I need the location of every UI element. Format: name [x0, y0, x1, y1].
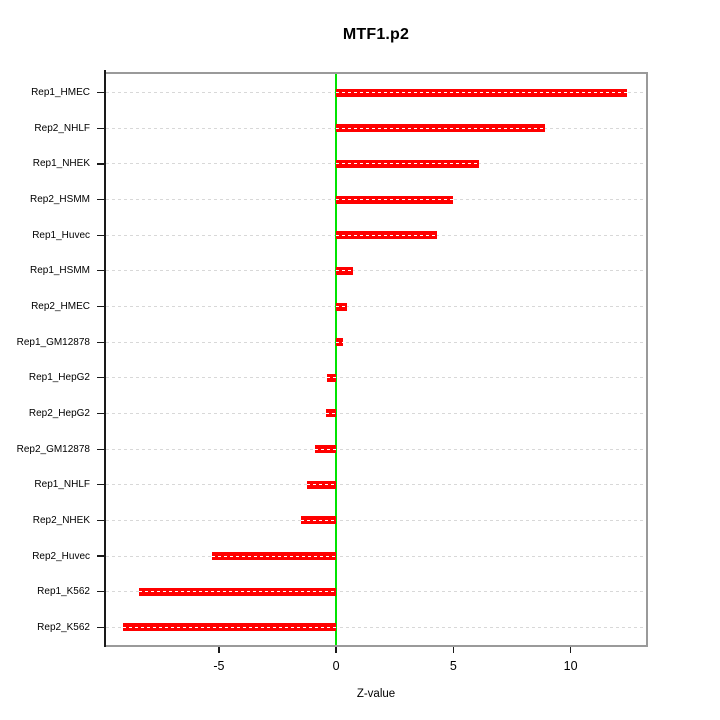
bar-grid-dash	[336, 127, 545, 129]
gridline	[106, 448, 646, 450]
x-axis-tick	[335, 647, 337, 653]
y-axis-tick	[97, 412, 104, 415]
category-label: Rep2_HMEC	[31, 301, 90, 313]
bar-grid-dash	[336, 270, 353, 272]
bar-grid-dash	[336, 92, 627, 94]
bar-grid-dash	[325, 412, 337, 414]
category-label: Rep2_Huvec	[32, 550, 90, 562]
gridline	[106, 519, 646, 521]
y-axis-tick	[97, 127, 104, 129]
x-tick-label: 10	[563, 659, 578, 673]
y-axis-tick	[97, 305, 104, 308]
bar-grid-dash	[336, 341, 344, 343]
bar-grid-dash	[326, 377, 337, 379]
y-axis-tick	[97, 92, 104, 94]
y-axis-tick	[97, 377, 104, 379]
y-axis-tick	[97, 270, 104, 272]
gridline	[106, 555, 646, 557]
category-label: Rep1_GM12878	[16, 336, 90, 348]
x-tick-label: 5	[449, 659, 457, 673]
x-axis-title: Z-value	[356, 688, 396, 700]
category-label: Rep1_HSMM	[29, 265, 90, 277]
plot-border-bottom	[104, 645, 648, 647]
gridline	[106, 591, 646, 593]
plot-border-right	[646, 72, 648, 647]
category-label: Rep2_NHEK	[32, 514, 90, 526]
y-axis-tick	[97, 234, 104, 236]
bar-grid-dash	[336, 234, 437, 236]
gridline	[106, 306, 646, 308]
y-axis-tick	[97, 163, 104, 165]
x-axis-tick	[569, 647, 572, 653]
y-axis-tick	[97, 199, 104, 201]
bar-grid-dash	[300, 519, 337, 521]
bar-grid-dash	[139, 591, 337, 593]
y-axis-tick	[97, 484, 104, 486]
y-axis-tick	[97, 519, 104, 521]
category-label: Rep2_HSMM	[29, 194, 90, 206]
zero-line	[335, 74, 338, 645]
category-label: Rep1_HMEC	[31, 87, 90, 99]
chart-title: MTF1.p2	[342, 26, 410, 43]
bar-grid-dash	[336, 163, 480, 165]
x-axis: -5 0 5 10	[104, 647, 648, 687]
gridline	[106, 270, 646, 272]
category-label: Rep1_NHLF	[34, 479, 90, 491]
y-axis-tick	[97, 591, 104, 593]
y-axis-tick	[97, 448, 104, 450]
bar-grid-dash	[122, 626, 337, 628]
category-label: Rep2_HepG2	[28, 407, 90, 419]
y-axis-line	[104, 70, 106, 647]
plot-border-top	[104, 72, 648, 74]
category-label: Rep1_Huvec	[32, 229, 90, 241]
category-label: Rep2_K562	[37, 621, 90, 633]
gridline	[106, 626, 646, 628]
bar-grid-dash	[306, 484, 337, 486]
y-axis-tick	[97, 341, 104, 343]
gridline	[106, 484, 646, 486]
x-tick-label: -5	[213, 659, 225, 673]
plot-area	[97, 70, 648, 647]
x-axis-tick	[452, 647, 455, 653]
y-axis-tick	[97, 555, 104, 557]
category-label: Rep2_GM12878	[16, 443, 90, 455]
category-label: Rep1_HepG2	[28, 372, 90, 384]
category-label: Rep1_NHEK	[32, 158, 90, 170]
y-axis-labels: Rep1_HMEC Rep2_NHLF Rep1_NHEK Rep2_HSMM Rep1…	[0, 72, 90, 647]
bar-grid-dash	[315, 448, 337, 450]
bar-grid-dash	[211, 555, 337, 557]
bar-grid-dash	[336, 199, 454, 201]
x-tick-label: 0	[332, 659, 340, 673]
gridline	[106, 412, 646, 414]
y-axis-tick	[97, 626, 104, 628]
bar-grid-dash	[336, 306, 347, 308]
gridline	[106, 341, 646, 343]
x-axis-tick	[218, 647, 220, 653]
gridline	[106, 377, 646, 379]
category-label: Rep2_NHLF	[34, 122, 90, 134]
category-label: Rep1_K562	[37, 586, 90, 598]
